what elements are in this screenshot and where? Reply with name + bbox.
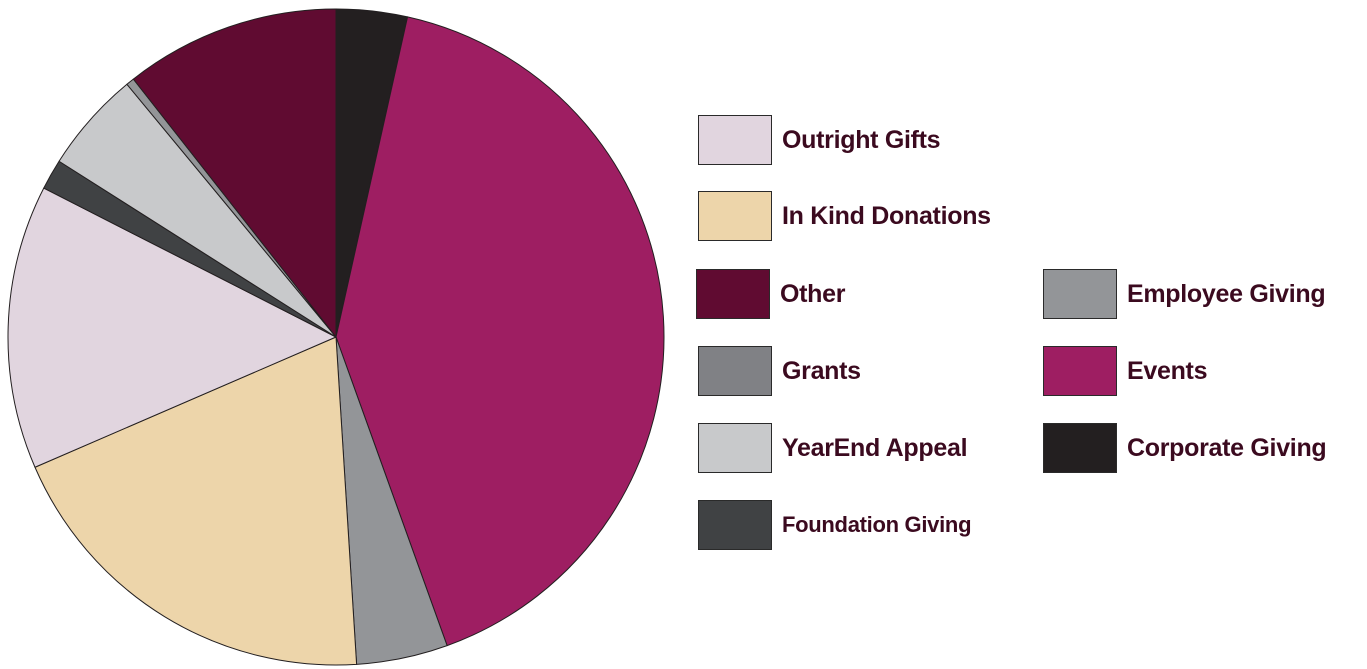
- legend-swatch-foundation-giving: [698, 500, 772, 550]
- pie-slice-events: [335, 16, 665, 647]
- legend-swatch-events: [1043, 346, 1117, 396]
- legend-item-employee-giving: Employee Giving: [1043, 267, 1326, 321]
- legend-label-events: Events: [1127, 356, 1208, 385]
- legend-swatch-yearend-appeal: [698, 423, 772, 473]
- legend-swatch-employee-giving: [1043, 269, 1117, 319]
- pie-chart: [7, 8, 665, 666]
- legend-swatch-grants: [698, 346, 772, 396]
- legend-item-other: Other: [696, 267, 845, 321]
- legend-label-grants: Grants: [782, 356, 861, 385]
- pie-slice-other: [132, 8, 337, 338]
- legend-item-foundation-giving: Foundation Giving: [698, 498, 972, 552]
- legend-swatch-outright-gifts: [698, 115, 772, 165]
- legend-label-outright-gifts: Outright Gifts: [782, 125, 941, 154]
- legend-swatch-other: [696, 269, 770, 319]
- legend-item-corporate-giving: Corporate Giving: [1043, 421, 1327, 475]
- legend-label-other: Other: [780, 279, 846, 308]
- legend-item-grants: Grants: [698, 344, 861, 398]
- legend-label-in-kind-donations: In Kind Donations: [782, 201, 991, 230]
- legend-swatch-corporate-giving: [1043, 423, 1117, 473]
- legend-item-in-kind-donations: In Kind Donations: [698, 189, 991, 243]
- legend-item-events: Events: [1043, 344, 1207, 398]
- legend-label-corporate-giving: Corporate Giving: [1127, 433, 1327, 462]
- legend-label-foundation-giving: Foundation Giving: [782, 512, 972, 537]
- legend-item-outright-gifts: Outright Gifts: [698, 113, 941, 167]
- legend-label-employee-giving: Employee Giving: [1127, 279, 1326, 308]
- legend-label-yearend-appeal: YearEnd Appeal: [782, 433, 968, 462]
- legend-swatch-in-kind-donations: [698, 191, 772, 241]
- legend-item-yearend-appeal: YearEnd Appeal: [698, 421, 968, 475]
- pie-slice-outright-gifts: [7, 187, 337, 468]
- pie-slice-in-kind-donations: [34, 336, 358, 666]
